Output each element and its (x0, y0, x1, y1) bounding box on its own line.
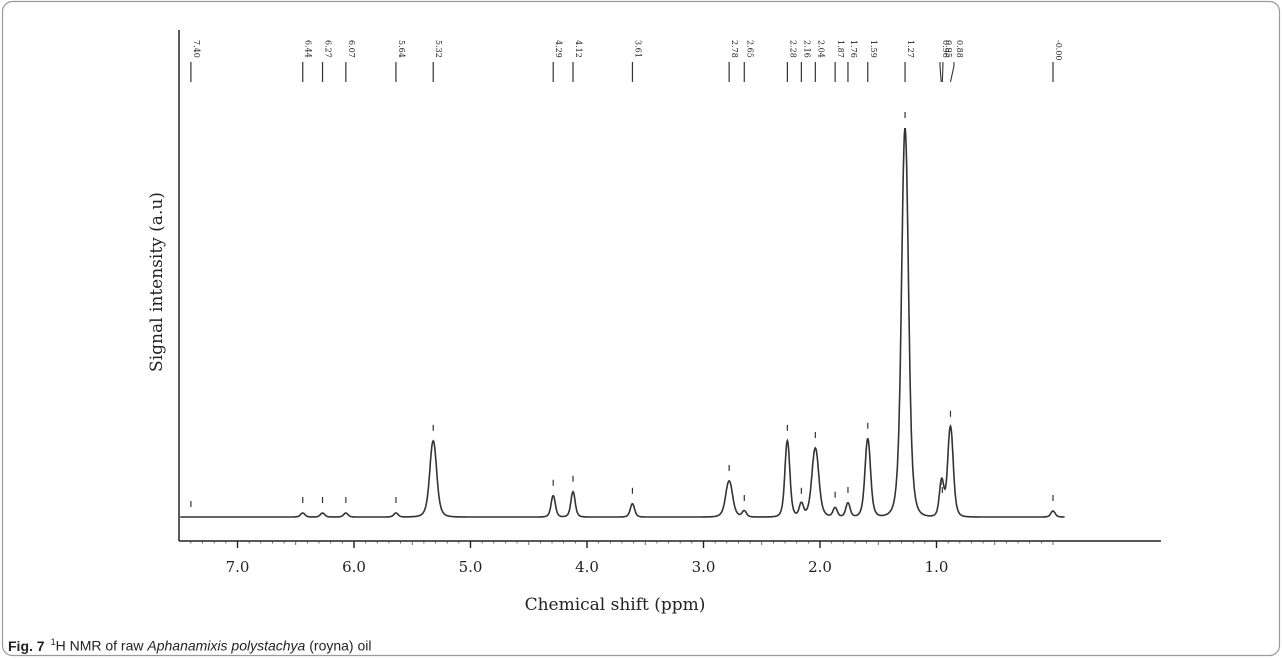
peak-label: 5.32 (434, 40, 443, 58)
peak-markers (190, 112, 1054, 507)
peak-label: 1.76 (849, 40, 858, 58)
peak-label: 2.04 (816, 40, 825, 58)
peak-label: 6.27 (324, 40, 333, 58)
nmr-spectrum-line (180, 128, 1065, 518)
peak-label: 7.40 (192, 40, 201, 58)
peak-label: 2.78 (730, 40, 739, 58)
x-tick-label: 7.0 (226, 558, 250, 576)
peak-label: -0.00 (1054, 40, 1063, 61)
peak-label: 2.65 (745, 40, 754, 58)
peak-label: 1.59 (869, 40, 878, 58)
y-axis-label: Signal intensity (a.u) (147, 192, 167, 372)
peak-label: 4.12 (574, 40, 583, 58)
peak-label-connector (941, 62, 944, 83)
x-tick-label: 6.0 (342, 558, 366, 576)
peak-label: 5.64 (397, 40, 406, 58)
peak-label: 1.87 (836, 40, 845, 58)
figure-caption: Fig. 7 1H NMR of raw Aphanamixis polystac… (8, 637, 372, 654)
peak-label-connector (939, 62, 942, 83)
x-axis-ticks: 7.0 6.0 5.0 4.0 3.0 2.0 1.0 (190, 541, 1054, 576)
x-tick-label: 4.0 (575, 558, 599, 576)
peak-label: 0.96 (941, 40, 950, 58)
x-tick-label: 3.0 (692, 558, 716, 576)
peak-labels: 7.40 6.44 6.27 6.07 5.64 5.32 4.29 4.12 3.61 2.78… (190, 40, 1063, 83)
peak-label-connector (949, 62, 955, 83)
peak-label: 2.16 (802, 40, 811, 58)
peak-label: 6.07 (347, 40, 356, 58)
peak-label: 1.27 (906, 40, 915, 58)
x-tick-label: 5.0 (459, 558, 483, 576)
peak-label: 6.44 (304, 40, 313, 58)
caption-text-end: (royna) oil (305, 637, 372, 654)
peak-label: 2.28 (788, 40, 797, 58)
x-tick-label: 2.0 (808, 558, 832, 576)
caption-text-start: H NMR of raw (55, 637, 148, 654)
x-axis-label: Chemical shift (ppm) (525, 595, 706, 615)
x-tick-label: 1.0 (925, 558, 949, 576)
peak-label: 0.95 (944, 40, 953, 58)
peak-label: 3.61 (633, 40, 642, 58)
figure-number: Fig. 7 (8, 637, 45, 654)
isotope-superscript: 1 (50, 637, 56, 647)
peak-label: 0.88 (955, 40, 964, 58)
peak-label: 4.29 (554, 40, 563, 58)
species-name: Aphanamixis polystachya (147, 637, 306, 654)
